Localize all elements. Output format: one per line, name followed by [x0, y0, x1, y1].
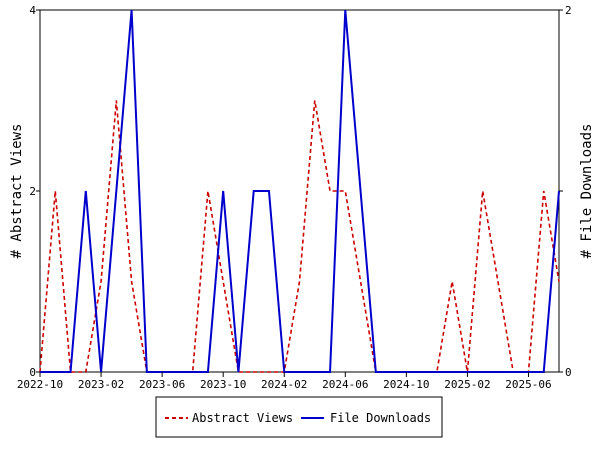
series-line-file-downloads	[40, 9, 560, 373]
x-tick-label-2025-02: 2025-02	[444, 378, 490, 391]
plot-area	[39, 9, 560, 373]
series-line-abstract-views	[39, 100, 560, 373]
x-tick-label-2025-06: 2025-06	[505, 378, 551, 391]
x-tick-label-2024-10: 2024-10	[383, 378, 429, 391]
x-tick-label-2023-06: 2023-06	[139, 378, 185, 391]
x-tick-label-2023-10: 2023-10	[200, 378, 246, 391]
x-tick-label-2022-10: 2022-10	[17, 378, 63, 391]
y-right-tick-label-2: 2	[565, 4, 572, 17]
legend-label-file-downloads: File Downloads	[330, 411, 431, 425]
legend-label-abstract-views: Abstract Views	[192, 411, 293, 425]
x-tick-label-2024-02: 2024-02	[261, 378, 307, 391]
y-axis-left-title: # Abstract Views	[9, 124, 25, 259]
x-tick-label-2024-06: 2024-06	[322, 378, 368, 391]
y-axis-right-title: # File Downloads	[579, 124, 595, 259]
y-left-tick-label-4: 4	[29, 4, 36, 17]
y-left-tick-label-0: 0	[29, 366, 36, 379]
legend: Abstract Views File Downloads	[155, 396, 443, 438]
x-tick-label-2023-02: 2023-02	[78, 378, 124, 391]
plot-layer	[39, 9, 560, 373]
legend-box	[155, 396, 443, 438]
axis-layer: 2022-10 2023-02 2023-06 2023-10 2024-02 2024-…	[17, 4, 572, 391]
y-left-tick-label-2: 2	[29, 185, 36, 198]
y-right-tick-label-0: 0	[565, 366, 572, 379]
